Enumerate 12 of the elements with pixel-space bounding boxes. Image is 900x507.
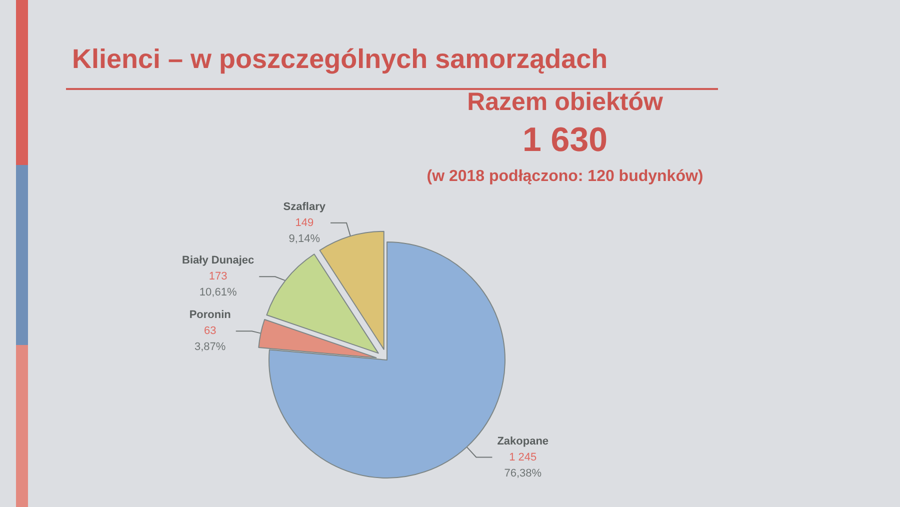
slice-label: Biały Dunajec (182, 254, 254, 267)
slice-label: Poronin (189, 309, 232, 322)
chart-subtitle: Razem obiektów (466, 88, 664, 117)
text: (w 2018 podłączono: 120 budynków) (426, 168, 704, 186)
slice-label: Zakopane (497, 435, 549, 448)
data-label: 1 245 76,38% (504, 451, 542, 480)
data-label: 173 10,61% (199, 270, 237, 299)
data-label: 63 3,87% (194, 325, 226, 354)
data-label: 149 9,14% (288, 216, 320, 245)
text: 1 630 (521, 121, 609, 160)
chart-title: Klienci – w poszczególnych samorządach (72, 44, 608, 75)
slice-label: Szaflary (283, 200, 326, 213)
